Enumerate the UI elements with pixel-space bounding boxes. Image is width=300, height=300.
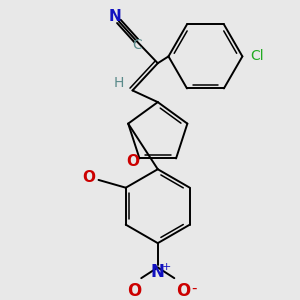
Text: H: H xyxy=(114,76,124,90)
Text: -: - xyxy=(191,280,196,296)
Text: O: O xyxy=(127,282,142,300)
Text: +: + xyxy=(162,262,171,272)
Text: Cl: Cl xyxy=(250,50,264,63)
Text: C: C xyxy=(133,38,142,52)
Text: N: N xyxy=(151,263,165,281)
Text: O: O xyxy=(176,282,190,300)
Text: O: O xyxy=(82,170,95,185)
Text: O: O xyxy=(126,154,139,169)
Text: N: N xyxy=(109,9,122,24)
